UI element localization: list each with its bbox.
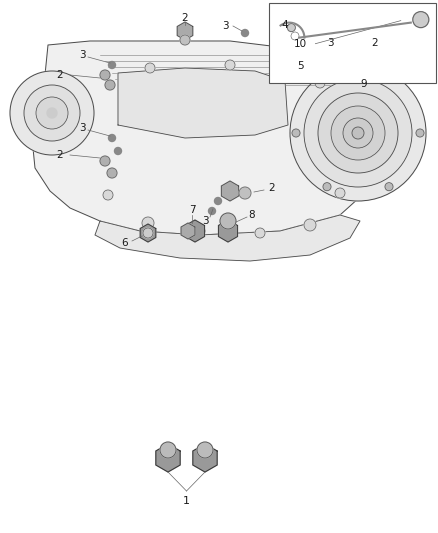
- Circle shape: [24, 85, 80, 141]
- Polygon shape: [221, 181, 239, 201]
- Text: 2: 2: [182, 13, 188, 23]
- Circle shape: [180, 35, 190, 45]
- Polygon shape: [32, 41, 390, 235]
- Circle shape: [225, 60, 235, 70]
- Text: 3: 3: [222, 21, 228, 31]
- Circle shape: [197, 442, 213, 458]
- Circle shape: [355, 58, 365, 68]
- Circle shape: [208, 207, 215, 214]
- Circle shape: [332, 50, 339, 56]
- Text: 3: 3: [327, 38, 333, 48]
- Circle shape: [287, 52, 297, 62]
- Text: 8: 8: [249, 210, 255, 220]
- Circle shape: [315, 78, 325, 88]
- Circle shape: [100, 156, 110, 166]
- Text: 5: 5: [297, 61, 303, 71]
- Circle shape: [291, 32, 299, 40]
- Text: 4: 4: [282, 20, 288, 30]
- Circle shape: [109, 134, 116, 141]
- Circle shape: [331, 106, 385, 160]
- Text: 3: 3: [79, 123, 85, 133]
- Circle shape: [10, 71, 94, 155]
- Text: 7: 7: [189, 205, 195, 215]
- Text: 1: 1: [183, 496, 190, 506]
- Polygon shape: [177, 22, 193, 40]
- Circle shape: [285, 66, 295, 76]
- Text: 3: 3: [201, 216, 208, 226]
- Circle shape: [47, 108, 57, 118]
- Circle shape: [304, 219, 316, 231]
- Circle shape: [195, 226, 205, 236]
- Circle shape: [142, 217, 154, 229]
- Circle shape: [239, 187, 251, 199]
- Circle shape: [323, 75, 331, 83]
- Circle shape: [241, 29, 248, 36]
- Circle shape: [318, 93, 398, 173]
- Text: 6: 6: [122, 238, 128, 248]
- Circle shape: [304, 79, 412, 187]
- Text: 9: 9: [360, 79, 367, 88]
- Polygon shape: [95, 215, 360, 261]
- Circle shape: [143, 228, 153, 238]
- Circle shape: [350, 50, 360, 60]
- Bar: [269, 3, 436, 83]
- Circle shape: [107, 168, 117, 178]
- Polygon shape: [185, 220, 205, 242]
- Circle shape: [335, 188, 345, 198]
- Circle shape: [255, 228, 265, 238]
- Circle shape: [215, 198, 222, 205]
- Text: 2: 2: [268, 183, 276, 193]
- Circle shape: [103, 190, 113, 200]
- Circle shape: [290, 65, 426, 201]
- Polygon shape: [181, 223, 195, 239]
- Text: 2: 2: [372, 38, 378, 48]
- Polygon shape: [156, 444, 180, 472]
- Text: 2: 2: [57, 150, 64, 160]
- Circle shape: [109, 61, 116, 69]
- Circle shape: [413, 12, 429, 28]
- Circle shape: [416, 129, 424, 137]
- Circle shape: [114, 148, 121, 155]
- Circle shape: [287, 23, 295, 31]
- Polygon shape: [219, 220, 237, 242]
- Text: 3: 3: [79, 50, 85, 60]
- Circle shape: [323, 183, 331, 191]
- Circle shape: [352, 127, 364, 139]
- Circle shape: [36, 97, 68, 129]
- Circle shape: [105, 80, 115, 90]
- Circle shape: [100, 70, 110, 80]
- Circle shape: [307, 56, 313, 62]
- Circle shape: [292, 129, 300, 137]
- Circle shape: [385, 75, 393, 83]
- Circle shape: [343, 118, 373, 148]
- Circle shape: [220, 213, 236, 229]
- Circle shape: [385, 183, 393, 191]
- Circle shape: [160, 442, 176, 458]
- Text: 10: 10: [293, 39, 307, 49]
- Text: 2: 2: [57, 70, 64, 80]
- Polygon shape: [288, 39, 302, 55]
- Circle shape: [145, 63, 155, 73]
- Polygon shape: [118, 68, 288, 138]
- Polygon shape: [140, 224, 156, 242]
- Polygon shape: [193, 444, 217, 472]
